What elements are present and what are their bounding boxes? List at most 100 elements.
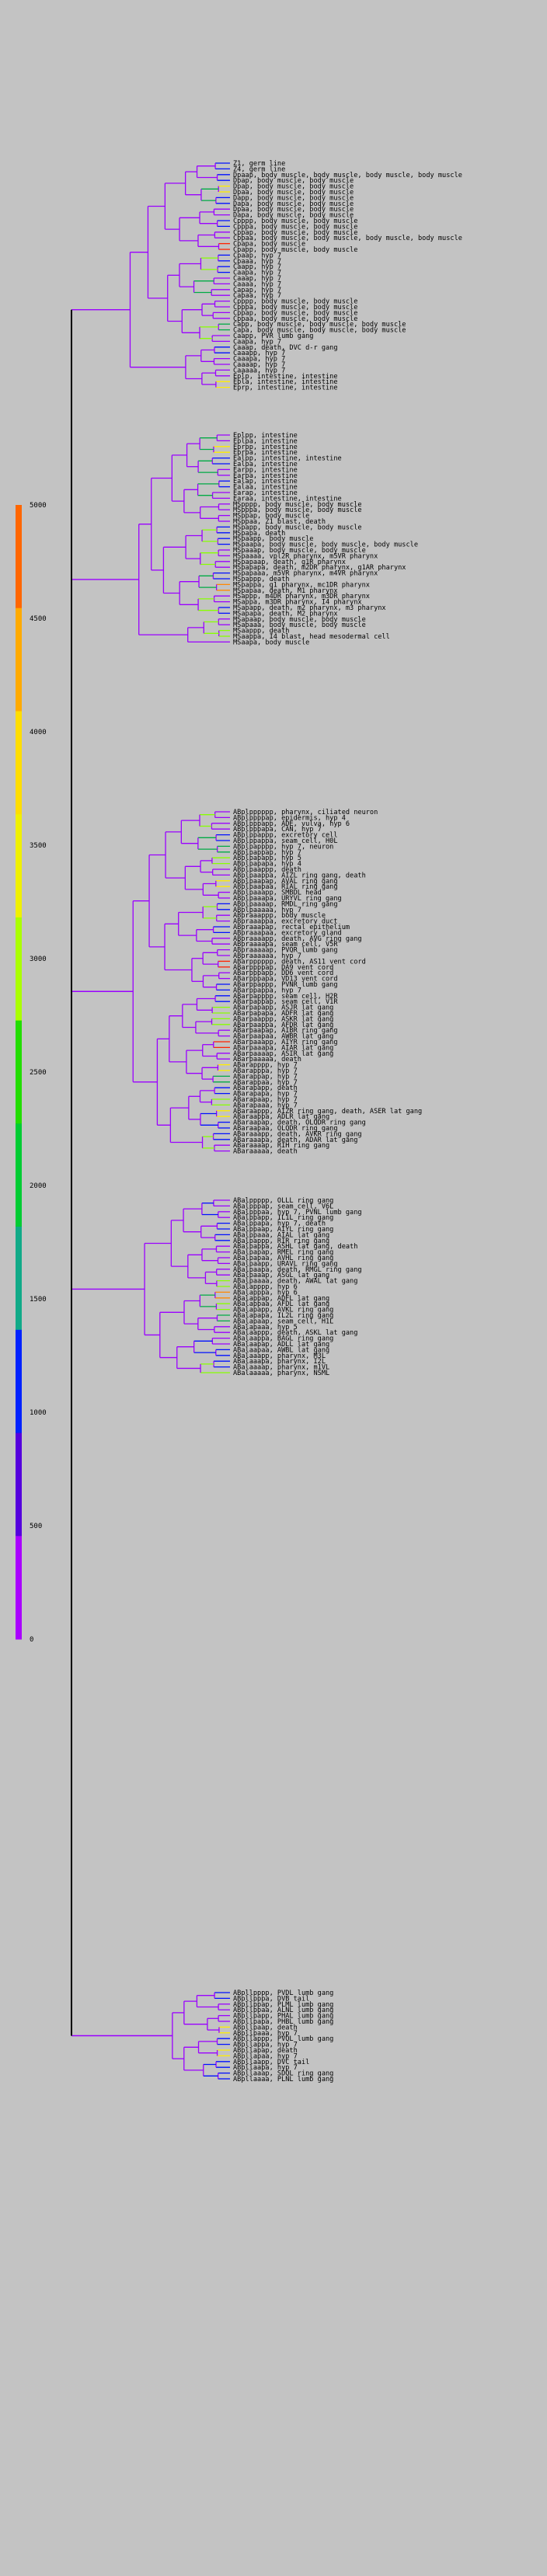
leaf-label: ABplpaaaaa, hyp 7 [233,907,301,914]
leaf-label: Cpppp, body muscle, body muscle [233,298,357,306]
leaf-label: Eplpp, intestine [233,432,298,440]
leaf-label: Caaap, death, DVC d-r gang [233,344,338,352]
leaf-label: Eplp, intestine, intestine [233,373,338,381]
leaf-label: ABplpapppp, hyp 7, neuron [233,843,333,851]
leaf-label: MSpappa, g1 pharynx, mc1DR pharynx [233,581,370,589]
leaf-label: ABalapppa, hyp 6 [233,1289,298,1297]
leaf-label: Caaapa, hyp 7 [233,356,285,364]
leaf-label: Dapa, body muscle, body muscle [233,212,354,220]
leaf-label: Cpapp, body muscle, body muscle [233,246,357,254]
leaf-label: ABarapapp, death [233,1084,298,1092]
leaf-label: Earpp, intestine [233,466,298,474]
leaf-label: ABalaapaa, AWBL lat gang [233,1346,329,1354]
leaf-label: ABpraaapaa, excretory gland [233,929,342,937]
leaf-label: MSpppp, body muscle, body muscle [233,501,362,509]
scale-bar-segment [16,917,22,1022]
leaf-label: MSaappa, I4 blast, head mesodermal cell [233,633,390,641]
leaf-label: ABarppppap, DA9 vent cord [233,964,333,972]
leaf-label: MSpaaap, body muscle, body muscle [233,547,366,555]
leaf-label: ABpllapap, death [233,2047,298,2055]
leaf-label: ABalpaapa, death, RMGL ring gang [233,1266,362,1274]
leaf-label: ABpllaapa, hyp 7 [233,2064,298,2072]
leaf-label: ABplpapapp, hyp 5 [233,855,301,862]
leaf-label: ABarppappp, PVNR lumb gang [233,981,338,989]
leaf-label: MSpapaap, death, g1R pharynx [233,559,346,566]
scale-bar-segment [16,1020,22,1124]
scale-bar-tick-label: 3500 [30,842,47,850]
leaf-label: Dpap, body muscle, body muscle [233,183,354,191]
leaf-label: ABpllaapp, DVC tail [233,2059,309,2066]
leaf-label: Caaaaa, hyp 7 [233,367,285,374]
scale-bar-tick-label: 2500 [30,1069,47,1077]
leaf-label: ABalappaa, AFDL lat gang [233,1300,329,1308]
leaf-label: ABalppaap, AIYL ring gang [233,1226,333,1234]
leaf-label: ABplpaapaa, RIAL ring gang [233,883,338,891]
leaf-label: Caapp, PVR lumb gang [233,332,313,340]
leaf-label: Cppaa, body muscle, body muscle, body mu… [233,235,462,242]
leaf-label: ABpllpppa, DVB tail [233,1995,309,2003]
leaf-label: ABplpappap, hyp 7 [233,849,301,857]
leaf-label: MSpaapa, body muscle, body muscle, body … [233,541,418,549]
leaf-label: ABpllaaap, SDQL ring gang [233,2070,333,2078]
leaf-label: Eplpa, intestine [233,437,298,445]
leaf-label: Capp, body muscle, body muscle, body mus… [233,321,406,329]
scale-bar-segment [16,711,22,815]
leaf-label: Ealap, intestine [233,478,298,486]
scale-bar-tick-label: 1000 [30,1409,47,1417]
leaf-label: ABalaaapa, pharynx, I2L [233,1358,326,1366]
leaf-label: MSppaa, Z1 blast, death [233,518,326,526]
leaf-label: ABalpaapp, URAVL ring gang [233,1260,338,1268]
leaf-label: ABalpaaaa, death, AWAL lat gang [233,1278,357,1286]
leaf-label: ABalappap, ADFL lat gang [233,1295,329,1303]
leaf-label: MSpapa, death [233,530,285,538]
leaf-label: ABplpppppp, pharynx, ciliated neuron [233,809,378,816]
leaf-label: MSpapapa, death, m2DR pharynx, g1AR phar… [233,564,406,572]
leaf-label: ABplpaappp, death [233,866,301,874]
leaf-label: ABarpppppp, death, AS11 vent cord [233,958,366,966]
leaf-label: Cppaa, body muscle, body muscle [233,315,357,323]
leaf-label: ABarappaa, hyp 7 [233,1079,298,1087]
leaf-label: MSpapp, body muscle, body muscle [233,524,362,531]
leaf-label: ABalapaaa, hyp 5 [233,1324,298,1332]
leaf-label: ABarppappa, hyp 7 [233,987,301,994]
leaf-label: ABarpapapp, ASJR lat gang [233,1004,333,1012]
leaf-label: ABarpapapa, ADFR lat gang [233,1010,333,1018]
leaf-label: Caapa, hyp 7 [233,338,281,346]
leaf-label: ABarapapa, hyp 7 [233,1091,298,1098]
leaf-label: ABpllppaa, ALNL lumb gang [233,2007,333,2014]
leaf-label: Dpaap, body muscle, body muscle, body mu… [233,172,462,179]
leaf-label: ABaraaapp, death, AVKR ring gang [233,1130,362,1138]
leaf-label: Cpppa, body muscle, body muscle [233,304,357,312]
leaf-label: ABalpappp, RIR ring gang [233,1238,329,1245]
leaf-label: ABalapapp, AVKL ring gang [233,1307,333,1314]
leaf-label: Dpaa, body muscle, body muscle [233,206,354,214]
leaf-label: ABalapaap, seam cell, H1L [233,1318,333,1325]
leaf-label: MSapapp, death, m2 pharynx, m3 pharynx [233,604,386,612]
scale-bar-segment [16,505,22,609]
scale-bar-tick-label: 1500 [30,1296,47,1304]
leaf-label: Eprpa, intestine [233,449,298,457]
leaf-label: MSappp, m4DR pharynx, m3DR pharynx [233,593,370,600]
leaf-label: ABalppppp, OLLL ring gang [233,1197,333,1205]
leaf-label: ABalpppaa, hyp 7, PVNL lumb gang [233,1209,362,1217]
leaf-label: ABplpaapap, AVAL ring gang [233,878,338,886]
leaf-label: ABaraaapa, death, ADAR lat gang [233,1137,357,1144]
leaf-label: Cpapa, body muscle [233,241,305,249]
leaf-label: ABpraaappa, excretory duct [233,918,338,926]
leaf-label: ABplpaappa, AIZL ring gang, death [233,872,366,879]
leaf-label: ABaraaaap, RIH ring gang [233,1142,329,1150]
scale-bar-segment [16,607,22,712]
leaf-label: Caaapp, hyp 7 [233,350,285,357]
leaf-label: Eprpp, intestine [233,444,298,451]
leaf-label: ABplpppapa, CAN, hyp 7 [233,826,322,834]
leaf-label: ABaraaaaa, death [233,1148,298,1156]
leaf-label: Caapp, hyp 7 [233,263,281,271]
scale-bar-tick-label: 5000 [30,502,47,510]
leaf-label: ABalpapaa, AVHL ring gang [233,1255,333,1262]
leaf-label: Cppap, body muscle, body muscle [233,229,357,237]
leaf-label: ABpllpapp, PHAL lumb gang [233,2013,333,2021]
leaf-label: Cpaap, hyp 7 [233,252,281,259]
leaf-label: Dpaa, body muscle, body muscle [233,189,354,197]
leaf-label: ABpllpaap, death [233,2024,298,2031]
leaf-label: MSpppa, body muscle, body muscle [233,506,362,514]
